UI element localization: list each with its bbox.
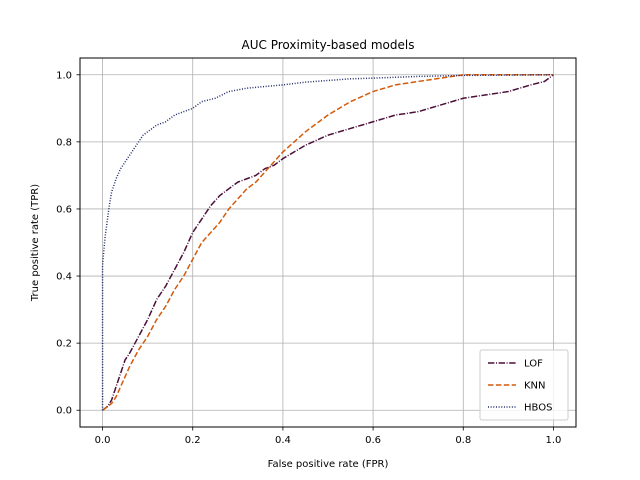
legend-label-hbos: HBOS bbox=[524, 403, 552, 414]
y-axis-label: True positive rate (TPR) bbox=[30, 184, 41, 302]
x-tick-label: 0.4 bbox=[275, 435, 291, 446]
x-tick-label: 0.0 bbox=[95, 435, 111, 446]
x-tick-label: 1.0 bbox=[546, 435, 562, 446]
plot-frame bbox=[79, 57, 577, 428]
x-tick-label: 0.6 bbox=[365, 435, 381, 446]
y-tick-label: 0.4 bbox=[56, 272, 72, 283]
chart-title: AUC Proximity-based models bbox=[242, 38, 415, 52]
y-tick-label: 0.2 bbox=[56, 339, 72, 350]
grid bbox=[80, 58, 576, 427]
series-lines bbox=[101, 74, 554, 411]
x-tick-label: 0.8 bbox=[455, 435, 471, 446]
x-axis-label: False positive rate (FPR) bbox=[268, 459, 389, 470]
x-tick-label: 0.2 bbox=[185, 435, 201, 446]
series-line-hbos bbox=[101, 74, 554, 411]
y-tick-label: 0.0 bbox=[56, 406, 72, 417]
y-tick-label: 0.8 bbox=[56, 137, 72, 148]
ticks: 0.0 0.2 0.4 0.6 0.8 1.0 0.0 0.2 0.4 0.6 0.8 1.0 bbox=[56, 70, 561, 446]
legend-label-knn: KNN bbox=[524, 381, 546, 392]
series-line-knn bbox=[102, 74, 554, 411]
legend-box bbox=[479, 349, 569, 421]
legend: LOF KNN HBOS bbox=[479, 349, 569, 421]
y-tick-label: 0.6 bbox=[56, 204, 72, 215]
y-tick-label: 1.0 bbox=[56, 70, 72, 81]
legend-label-lof: LOF bbox=[524, 359, 543, 370]
series-line-lof bbox=[102, 74, 554, 411]
